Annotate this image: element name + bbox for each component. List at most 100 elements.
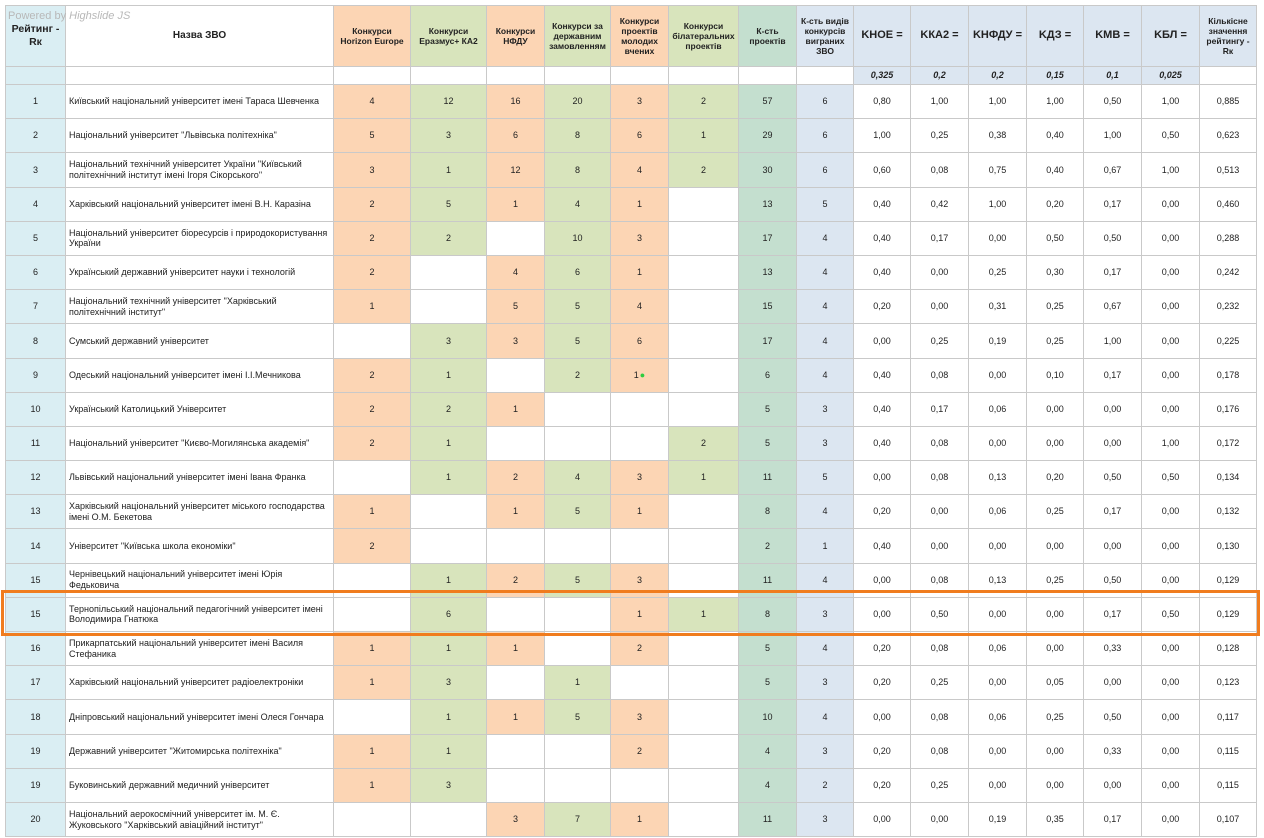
er-cell: 12 [410, 83, 487, 120]
gov-cell: 4 [544, 186, 611, 222]
k-cell: 0,17 [1083, 357, 1142, 393]
university-name: Національний технічний університет "Харк… [65, 289, 334, 325]
k-cell: 0,05 [1026, 665, 1084, 701]
er-cell: 6 [410, 596, 487, 633]
rank-cell: 15 [5, 562, 66, 598]
hz-cell: 1 [333, 767, 411, 803]
k-cell: 0,00 [968, 425, 1027, 462]
mol-cell [610, 767, 669, 803]
university-name: Харківський національний університет міс… [65, 494, 334, 530]
er-cell: 1 [410, 630, 487, 667]
header-erasmus: Конкурси Еразмус+ КА2 [410, 5, 487, 67]
university-name: Університет "Київська школа економіки" [65, 528, 334, 564]
k-cell: 0,00 [1141, 801, 1200, 838]
k-cell: 0,00 [910, 801, 969, 838]
count-cell: 4 [738, 733, 797, 769]
k-cell: 0,25 [1026, 699, 1084, 735]
hz-cell [333, 323, 411, 359]
bil-cell [668, 323, 739, 359]
mol-cell: 4 [610, 152, 669, 188]
gov-cell [544, 391, 611, 427]
k-cell: 0,00 [1141, 220, 1200, 256]
k-cell: 0,00 [1141, 699, 1200, 735]
rank-cell: 18 [5, 699, 66, 735]
university-name: Харківський національний університет рад… [65, 665, 334, 701]
k-cell: 0,42 [910, 186, 969, 222]
k-cell: 1,00 [1083, 118, 1142, 154]
count-cell: 13 [738, 254, 797, 291]
kinds-cell: 6 [796, 152, 854, 188]
k-cell: 0,20 [1026, 460, 1084, 496]
k-cell: 0,00 [853, 323, 911, 359]
er-cell: 3 [410, 323, 487, 359]
k-cell: 1,00 [968, 83, 1027, 120]
k-cell: 0,50 [1141, 460, 1200, 496]
nf-cell: 1 [486, 699, 545, 735]
kinds-cell: 4 [796, 323, 854, 359]
gov-cell: 7 [544, 801, 611, 838]
mol-cell: 2 [610, 733, 669, 769]
er-cell: 3 [410, 118, 487, 154]
header-young: Конкурси проектів молодих вчених [610, 5, 669, 67]
k-cell: 0,00 [1083, 391, 1142, 427]
k-cell: 0,40 [853, 391, 911, 427]
count-cell: 5 [738, 630, 797, 667]
bil-cell: 1 [668, 460, 739, 496]
nf-cell [486, 733, 545, 769]
score-cell: 0,115 [1199, 767, 1257, 803]
rank-cell: 17 [5, 665, 66, 701]
k-cell: 1,00 [853, 118, 911, 154]
gov-cell: 2 [544, 357, 611, 393]
bil-cell: 2 [668, 425, 739, 462]
university-name: Національний університет "Києво-Могилянс… [65, 425, 334, 462]
rank-cell: 9 [5, 357, 66, 393]
k-cell: 0,60 [853, 152, 911, 188]
university-name: Буковинський державний медичний універси… [65, 767, 334, 803]
gov-cell: 1 [544, 665, 611, 701]
k-cell: 0,00 [1026, 391, 1084, 427]
gov-cell [544, 630, 611, 667]
weight-ka2: 0,2 [910, 66, 969, 85]
k-cell: 0,00 [1026, 767, 1084, 803]
gov-cell: 8 [544, 152, 611, 188]
table-row: 13 Харківський національний університет м… [5, 494, 1257, 530]
k-cell: 0,06 [968, 630, 1027, 667]
count-cell: 11 [738, 460, 797, 496]
k-cell: 0,40 [853, 220, 911, 256]
header-horizon: Конкурси Horizon Europe [333, 5, 411, 67]
k-cell: 0,06 [968, 391, 1027, 427]
er-cell: 1 [410, 460, 487, 496]
bil-cell: 1 [668, 596, 739, 633]
rank-cell: 11 [5, 425, 66, 462]
k-cell: 0,17 [1083, 254, 1142, 291]
k-cell: 0,00 [1141, 665, 1200, 701]
count-cell: 13 [738, 186, 797, 222]
k-cell: 0,00 [968, 767, 1027, 803]
kinds-cell: 4 [796, 254, 854, 291]
k-cell: 0,06 [968, 494, 1027, 530]
rank-cell: 3 [5, 152, 66, 188]
university-name: Український Католицький Університет [65, 391, 334, 427]
hz-cell: 2 [333, 357, 411, 393]
kinds-cell: 4 [796, 630, 854, 667]
kinds-cell: 4 [796, 494, 854, 530]
university-name: Національний університет "Львівська полі… [65, 118, 334, 154]
k-cell: 1,00 [1083, 323, 1142, 359]
bil-cell [668, 186, 739, 222]
k-cell: 0,00 [910, 528, 969, 564]
nf-cell: 4 [486, 254, 545, 291]
mol-cell: 1 [610, 494, 669, 530]
count-cell: 17 [738, 220, 797, 256]
k-cell: 0,40 [1026, 152, 1084, 188]
bil-cell: 1 [668, 118, 739, 154]
k-cell: 0,00 [853, 460, 911, 496]
kinds-cell: 5 [796, 460, 854, 496]
rank-cell: 12 [5, 460, 66, 496]
university-name: Сумський державний університет [65, 323, 334, 359]
nf-cell: 1 [486, 630, 545, 667]
hz-cell [333, 801, 411, 838]
count-cell: 5 [738, 391, 797, 427]
er-cell: 2 [410, 391, 487, 427]
gov-cell [544, 528, 611, 564]
gov-cell: 5 [544, 323, 611, 359]
